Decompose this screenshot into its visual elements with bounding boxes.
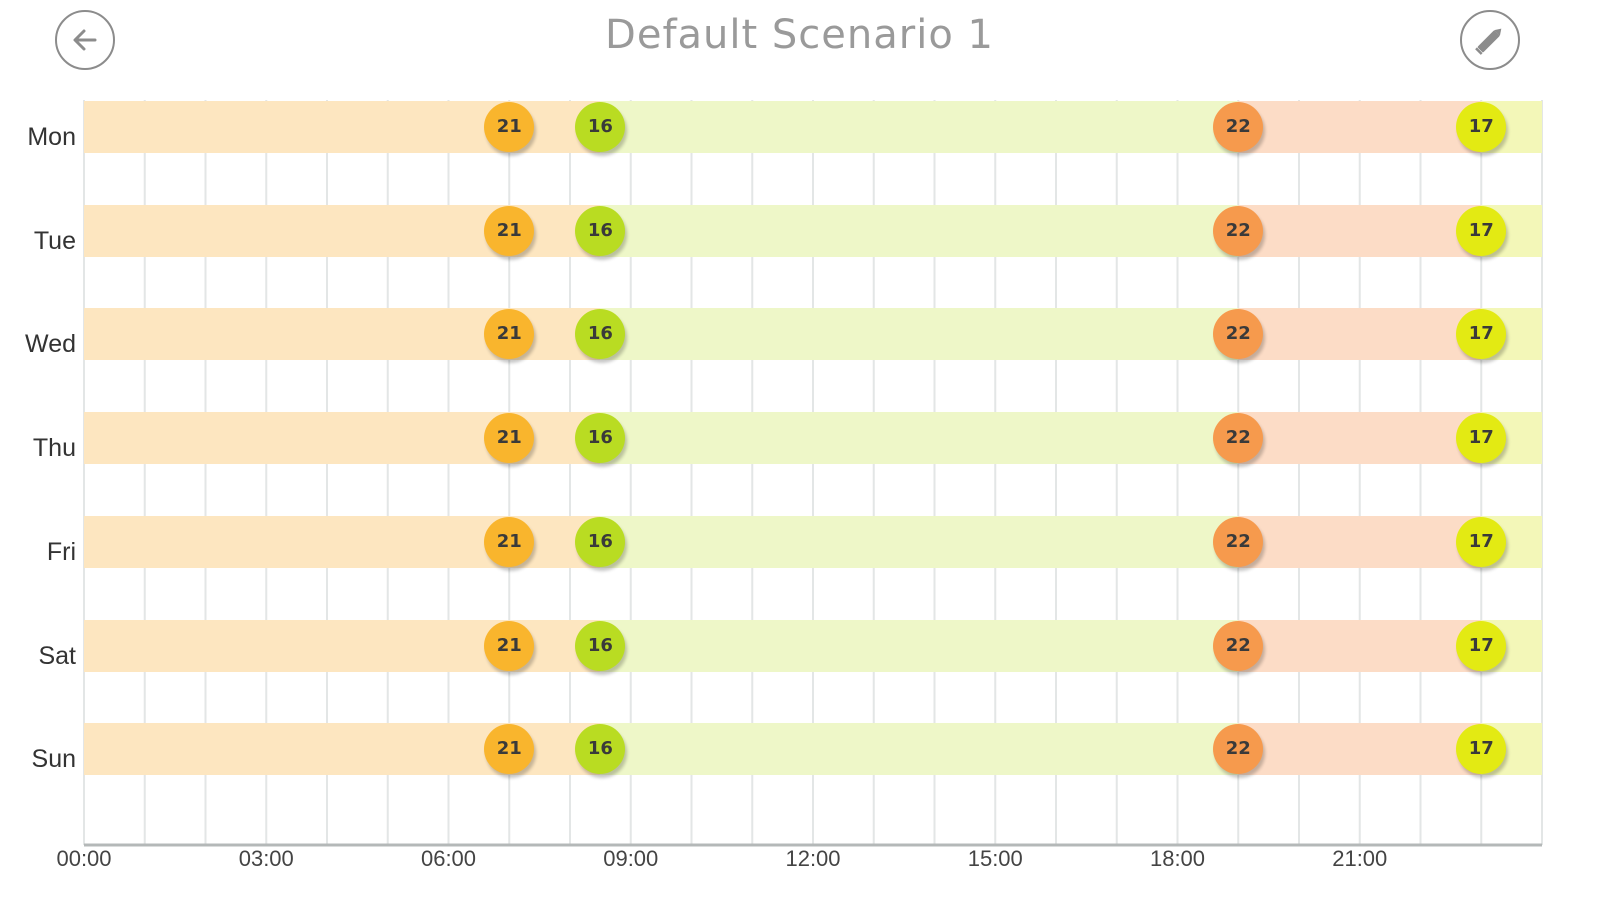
setpoint-marker[interactable]: 17 (1456, 205, 1507, 256)
setpoint-marker[interactable]: 17 (1456, 516, 1507, 567)
setpoint-marker[interactable]: 22 (1213, 413, 1264, 464)
setpoint-marker[interactable]: 21 (484, 724, 535, 775)
schedule-band (84, 619, 510, 672)
setpoint-marker[interactable]: 17 (1456, 724, 1507, 775)
tick-label: 03:00 (238, 846, 294, 871)
setpoint-marker[interactable]: 16 (575, 102, 626, 152)
tick-label: 21:00 (1332, 846, 1388, 871)
setpoint-marker[interactable]: 22 (1213, 724, 1264, 775)
day-label-sun: Sun (31, 745, 76, 774)
day-label-sat: Sat (38, 641, 76, 670)
setpoint-marker[interactable]: 22 (1213, 516, 1264, 567)
setpoint-marker[interactable]: 21 (484, 205, 535, 256)
schedule-band (600, 308, 1239, 361)
setpoint-marker[interactable]: 17 (1456, 413, 1507, 464)
back-button[interactable] (55, 10, 115, 70)
setpoint-marker[interactable]: 16 (575, 309, 626, 360)
schedule-band (1238, 412, 1482, 465)
setpoint-marker[interactable]: 22 (1213, 102, 1264, 152)
schedule-band (600, 515, 1239, 568)
schedule-band (600, 101, 1239, 153)
schedule-band (84, 308, 510, 361)
schedule-band (600, 412, 1239, 465)
schedule-band (1238, 619, 1482, 672)
schedule-band (84, 101, 510, 153)
schedule-band (1238, 515, 1482, 568)
setpoint-marker[interactable]: 16 (575, 205, 626, 256)
setpoint-marker[interactable]: 17 (1456, 309, 1507, 360)
setpoint-marker[interactable]: 21 (484, 309, 535, 360)
day-label-mon: Mon (27, 123, 76, 151)
schedule-band (600, 619, 1239, 672)
setpoint-marker[interactable]: 21 (484, 413, 535, 464)
setpoint-marker[interactable]: 16 (575, 620, 626, 671)
schedule-band (84, 515, 510, 568)
schedule-band (600, 723, 1239, 776)
setpoint-marker[interactable]: 17 (1456, 102, 1507, 152)
setpoint-marker[interactable]: 17 (1456, 620, 1507, 671)
setpoint-marker[interactable]: 22 (1213, 620, 1264, 671)
day-label-thu: Thu (32, 434, 76, 463)
setpoint-marker[interactable]: 16 (575, 413, 626, 464)
schedule-band (1238, 204, 1482, 257)
setpoint-marker[interactable]: 22 (1213, 205, 1264, 256)
day-label-fri: Fri (46, 537, 76, 566)
arrow-left-icon (73, 29, 97, 51)
setpoint-marker[interactable]: 16 (575, 516, 626, 567)
edit-button[interactable] (1460, 10, 1520, 70)
schedule-band (600, 204, 1239, 257)
pencil-icon (1475, 28, 1502, 55)
schedule-band (84, 204, 510, 257)
setpoint-marker[interactable]: 21 (484, 516, 535, 567)
tick-label: 15:00 (967, 846, 1023, 871)
tick-label: 12:00 (785, 846, 841, 871)
setpoint-marker[interactable]: 16 (575, 724, 626, 775)
schedule-band (84, 723, 510, 776)
day-label-wed: Wed (25, 330, 76, 359)
schedule-band (1238, 723, 1482, 776)
tick-label: 00:00 (56, 846, 112, 871)
setpoint-marker[interactable]: 21 (484, 620, 535, 671)
schedule-band (84, 412, 510, 465)
page-title: Default Scenario 1 (605, 12, 994, 58)
tick-label: 06:00 (420, 846, 477, 871)
setpoint-marker[interactable]: 22 (1213, 309, 1264, 360)
tick-label: 09:00 (603, 846, 659, 871)
tick-label: 18:00 (1149, 846, 1206, 871)
schedule-band (1238, 308, 1482, 361)
setpoint-marker[interactable]: 21 (484, 102, 535, 152)
day-label-tue: Tue (33, 226, 76, 255)
schedule-band (1238, 101, 1482, 153)
